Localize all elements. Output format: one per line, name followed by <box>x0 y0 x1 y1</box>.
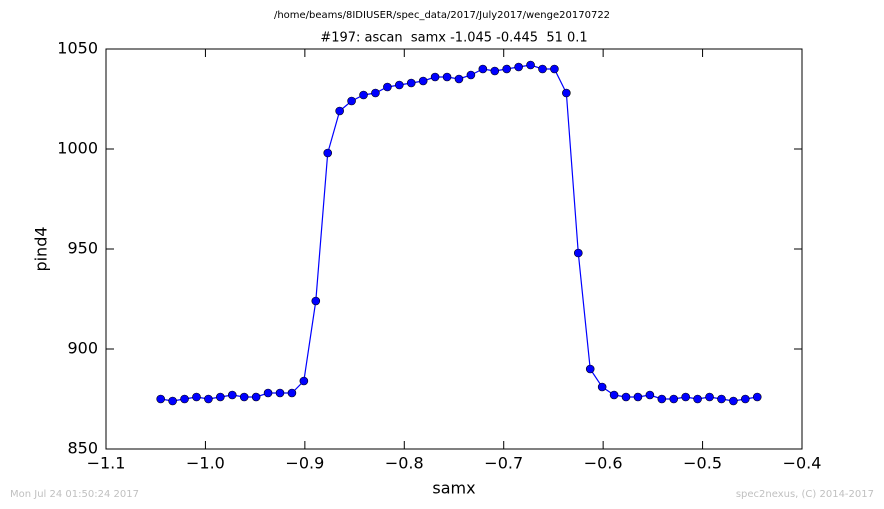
data-point <box>323 148 333 158</box>
data-point <box>585 364 595 374</box>
data-point <box>395 80 404 90</box>
data-point <box>538 64 547 74</box>
data-point <box>180 394 189 404</box>
data-point <box>406 78 416 88</box>
data-point <box>347 96 356 106</box>
timestamp: Mon Jul 24 01:50:24 2017 <box>10 489 139 500</box>
data-point <box>741 394 750 404</box>
data-point <box>729 396 738 406</box>
data-point <box>383 82 392 92</box>
data-point <box>669 394 679 404</box>
chart-title: /home/beams/8IDIUSER/spec_data/2017/July… <box>274 10 610 21</box>
data-point <box>705 392 714 402</box>
data-point <box>597 382 607 392</box>
data-point <box>263 388 273 398</box>
data-point <box>609 390 619 400</box>
data-point <box>633 392 643 402</box>
data-point <box>454 74 464 84</box>
data-point <box>717 394 726 404</box>
data-point <box>216 392 225 402</box>
x-tick-label: −0.8 <box>385 454 424 473</box>
x-tick-label: −0.4 <box>783 454 822 473</box>
data-point <box>526 60 535 70</box>
data-point <box>502 64 511 74</box>
data-point <box>418 76 428 86</box>
chart-subtitle: #197: ascan samx -1.045 -0.445 51 0.1 <box>320 31 587 46</box>
data-point <box>490 66 500 76</box>
y-tick-label: 850 <box>67 439 98 458</box>
y-tick-label: 1050 <box>57 39 98 58</box>
data-point <box>204 394 213 404</box>
data-point <box>287 388 297 398</box>
data-point <box>657 394 667 404</box>
data-point <box>239 392 249 402</box>
data-point <box>621 392 631 402</box>
y-tick-label: 900 <box>67 339 98 358</box>
x-axis-label: samx <box>432 479 475 498</box>
x-tick-label: −0.9 <box>285 454 324 473</box>
data-point <box>514 62 523 72</box>
y-tick-label: 950 <box>67 239 98 258</box>
data-point <box>442 72 452 82</box>
data-point <box>168 396 177 406</box>
data-point <box>192 392 201 402</box>
data-point <box>299 376 309 386</box>
x-tick-label: −1.0 <box>186 454 225 473</box>
data-point <box>681 392 690 402</box>
data-point <box>478 64 488 74</box>
data-point <box>645 390 655 400</box>
y-tick-label: 1000 <box>57 139 98 158</box>
x-tick-label: −0.7 <box>484 454 523 473</box>
credit: spec2nexus, (C) 2014-2017 <box>736 489 874 500</box>
data-point <box>573 248 583 258</box>
data-point <box>752 392 762 402</box>
data-point <box>275 388 285 398</box>
data-point <box>371 88 380 98</box>
data-point <box>466 70 476 80</box>
data-point <box>227 390 237 400</box>
data-point <box>251 392 261 402</box>
data-point <box>430 72 440 82</box>
x-tick-label: −0.6 <box>584 454 623 473</box>
data-point <box>550 64 559 74</box>
data-point <box>562 88 571 98</box>
x-tick-label: −0.5 <box>683 454 722 473</box>
data-point <box>156 394 165 404</box>
data-point <box>359 90 368 100</box>
x-tick-label: −1.1 <box>87 454 126 473</box>
y-axis-label: pind4 <box>32 226 51 271</box>
data-point <box>311 296 321 306</box>
data-point <box>693 394 702 404</box>
data-point <box>335 106 344 116</box>
